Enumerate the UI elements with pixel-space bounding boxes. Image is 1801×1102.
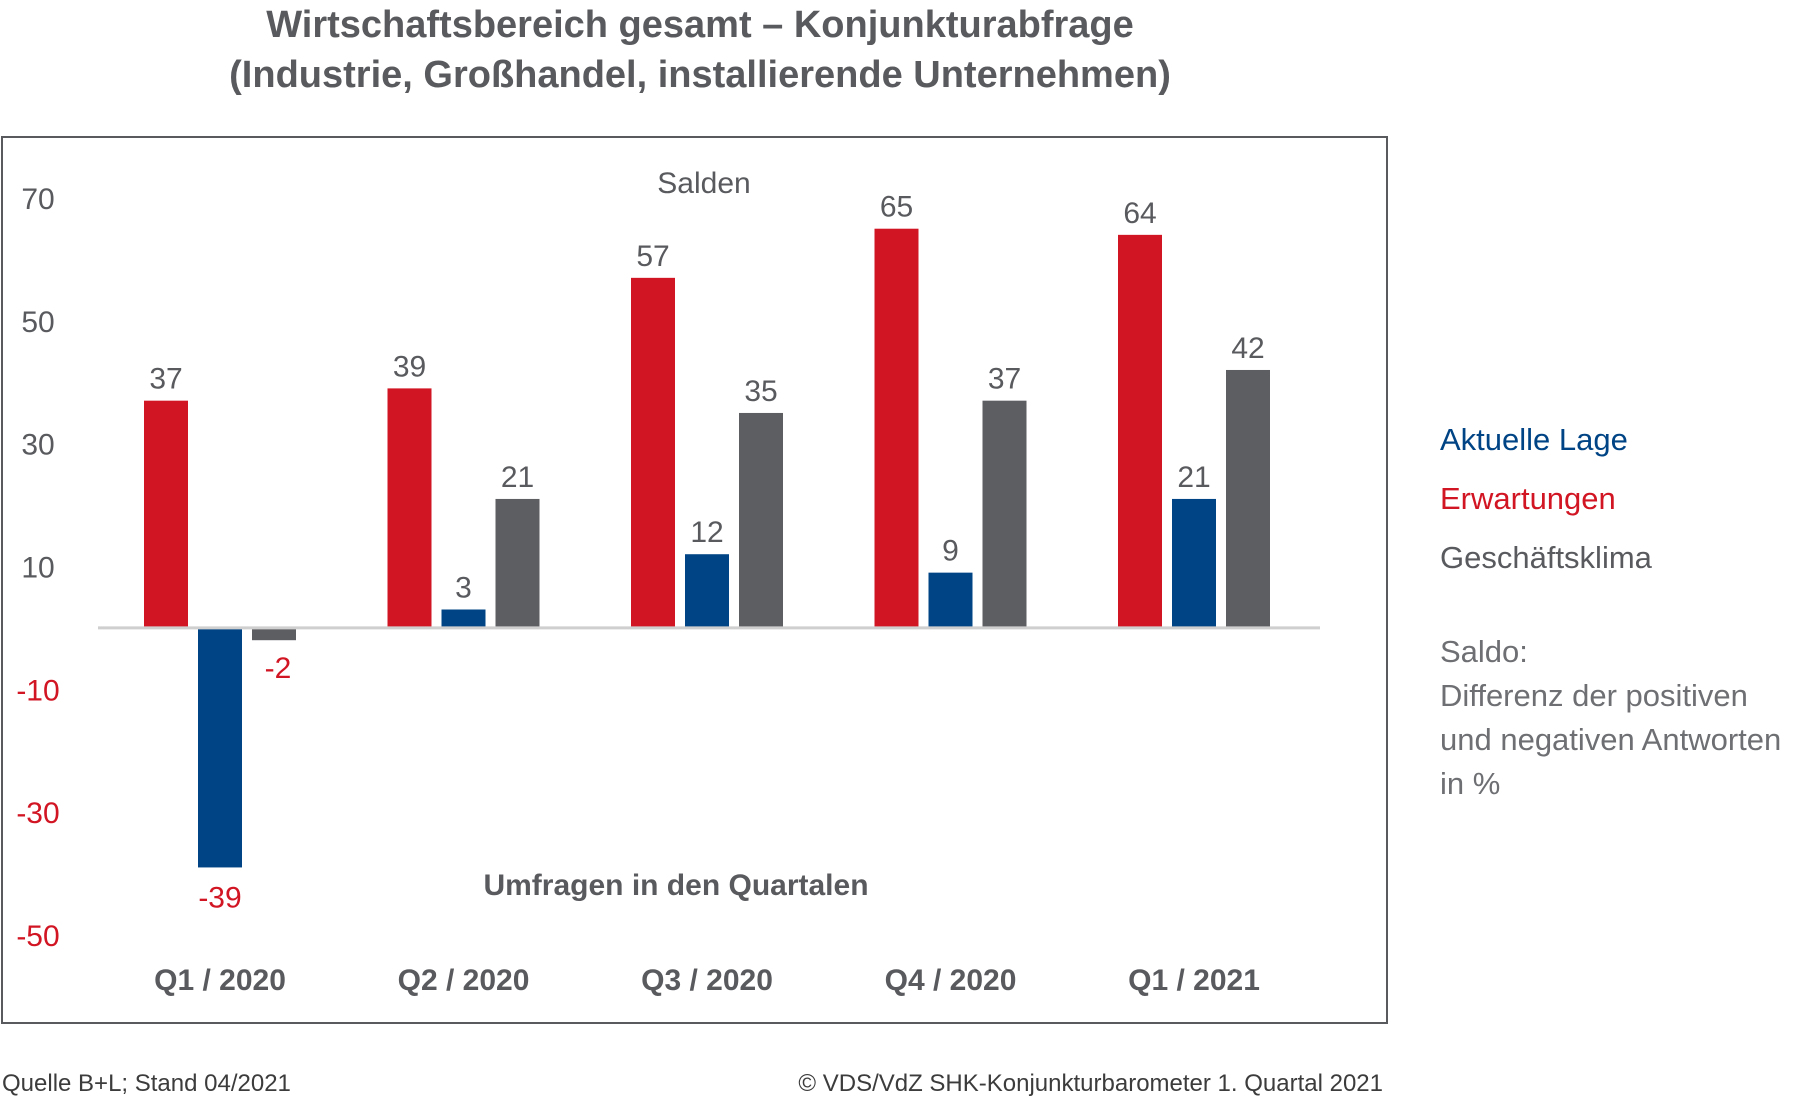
y-tick-label: -50	[16, 920, 59, 953]
legend-item-geschaeftsklima: Geschäftsklima	[1440, 540, 1652, 575]
chart-subtitle: Salden	[657, 167, 750, 200]
saldo-note: Saldo: Differenz der positiven und negat…	[1440, 630, 1801, 806]
note-line2: Differenz der positiven	[1440, 678, 1748, 713]
y-tick-label: -10	[16, 674, 59, 707]
data-label: 37	[988, 363, 1021, 396]
data-label: -2	[265, 652, 292, 685]
bar-geschaeftsklima	[982, 400, 1027, 628]
legend-item-erwartungen: Erwartungen	[1440, 481, 1616, 516]
data-label: 57	[636, 240, 669, 273]
bar-erwartungen	[874, 228, 919, 628]
data-label: 37	[149, 363, 182, 396]
chart-title-line2: (Industrie, Großhandel, installierende U…	[229, 54, 1171, 96]
bar-erwartungen	[387, 388, 432, 628]
y-axis-ticks: 70 50 30 10 -10 -30 -50	[16, 183, 59, 953]
x-tick-label: Q4 / 2020	[885, 964, 1017, 997]
y-tick-label: -30	[16, 797, 59, 830]
data-label: 21	[1177, 461, 1210, 494]
x-tick-label: Q2 / 2020	[398, 964, 530, 997]
chart-title: Wirtschaftsbereich gesamt – Konjunkturab…	[0, 0, 1400, 100]
bar-aktuelle-lage	[198, 627, 242, 868]
data-label: 9	[942, 535, 959, 568]
bar-geschaeftsklima	[739, 412, 783, 628]
bar-aktuelle-lage	[685, 554, 729, 628]
data-label: 64	[1123, 197, 1156, 230]
bars	[144, 228, 1270, 868]
data-label: -39	[198, 881, 241, 914]
x-tick-label: Q1 / 2021	[1128, 964, 1260, 997]
y-tick-label: 30	[21, 429, 54, 462]
legend-item-aktuelle-lage: Aktuelle Lage	[1440, 422, 1628, 457]
copyright-note: © VDS/VdZ SHK-Konjunkturbarometer 1. Qua…	[798, 1070, 1383, 1097]
x-tick-label: Q3 / 2020	[641, 964, 773, 997]
bar-geschaeftsklima	[495, 498, 540, 628]
data-label: 39	[393, 350, 426, 383]
x-axis-title: Umfragen in den Quartalen	[483, 869, 868, 902]
y-tick-label: 70	[21, 183, 54, 216]
note-line3: und negativen Antworten	[1440, 722, 1782, 757]
data-label: 21	[501, 461, 534, 494]
value-labels: 37 -39 -2 39 3 21 57 12 35 65 9 37 64 21 42	[149, 191, 1264, 915]
legend: Aktuelle Lage Erwartungen Geschäftsklima	[1440, 410, 1801, 587]
source-note: Quelle B+L; Stand 04/2021	[2, 1070, 291, 1097]
bar-erwartungen	[631, 277, 675, 628]
bar-erwartungen	[1118, 234, 1162, 628]
y-tick-label: 10	[21, 552, 54, 585]
data-label: 42	[1231, 332, 1264, 365]
y-tick-label: 50	[21, 306, 54, 339]
data-label: 12	[690, 516, 723, 549]
bar-erwartungen	[144, 400, 188, 628]
bar-aktuelle-lage	[1172, 498, 1216, 628]
data-label: 65	[880, 191, 913, 224]
data-label: 35	[744, 375, 777, 408]
chart-title-line1: Wirtschaftsbereich gesamt – Konjunkturab…	[266, 4, 1134, 46]
bar-geschaeftsklima	[1226, 369, 1270, 628]
bar-aktuelle-lage	[441, 609, 486, 628]
chart-frame	[1, 136, 1388, 1024]
bar-geschaeftsklima	[252, 627, 296, 641]
data-label: 3	[455, 571, 472, 604]
x-axis-ticks: Q1 / 2020 Q2 / 2020 Q3 / 2020 Q4 / 2020 Q1 /…	[154, 964, 1260, 997]
x-tick-label: Q1 / 2020	[154, 964, 286, 997]
note-line4: in %	[1440, 766, 1501, 801]
note-line1: Saldo:	[1440, 634, 1528, 669]
bar-aktuelle-lage	[928, 572, 973, 628]
